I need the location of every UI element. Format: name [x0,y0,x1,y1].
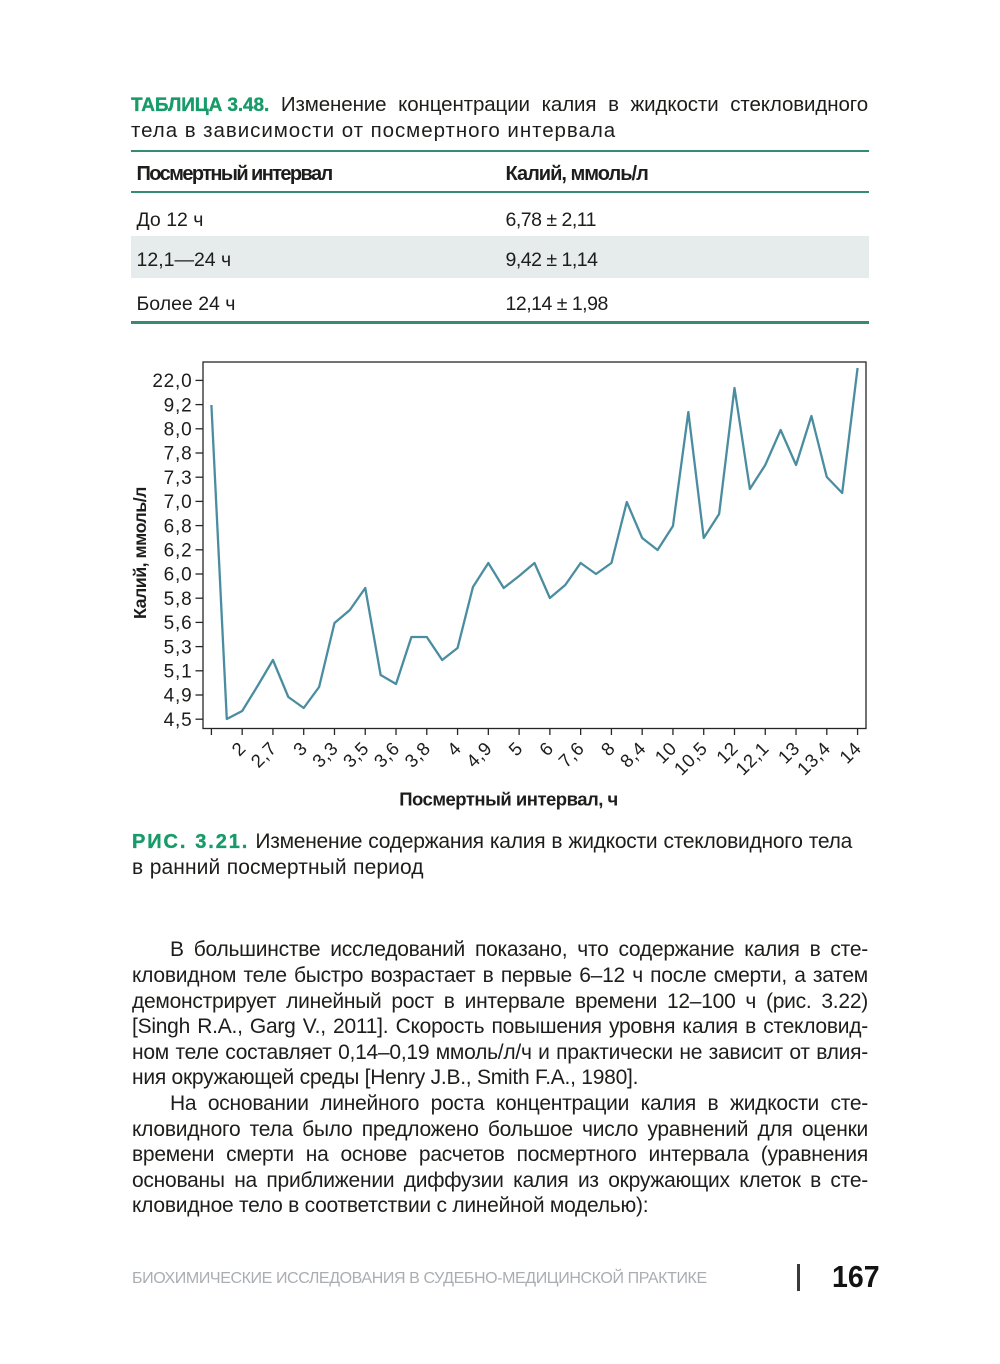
svg-text:4,5: 4,5 [164,710,193,731]
svg-text:4,9: 4,9 [164,686,193,707]
svg-text:7,0: 7,0 [164,492,193,513]
svg-text:7,3: 7,3 [164,468,193,489]
svg-text:8,0: 8,0 [164,420,193,441]
svg-text:13,4: 13,4 [793,737,835,779]
svg-text:5,3: 5,3 [164,637,193,658]
svg-text:5,6: 5,6 [164,613,193,634]
svg-text:7,8: 7,8 [164,444,193,465]
svg-text:6,8: 6,8 [164,516,193,537]
svg-text:10,5: 10,5 [670,737,712,779]
svg-text:Посмертный интервал, ч: Посмертный интервал, ч [399,788,618,809]
svg-text:8,4: 8,4 [616,737,650,771]
svg-text:22,0: 22,0 [152,371,192,392]
svg-text:4,9: 4,9 [462,737,496,771]
svg-text:6,2: 6,2 [164,541,193,562]
svg-text:12,1: 12,1 [731,737,773,779]
svg-text:2,7: 2,7 [246,737,280,771]
svg-text:5: 5 [504,737,526,759]
svg-text:5,1: 5,1 [164,662,193,683]
svg-text:6,0: 6,0 [164,565,193,586]
svg-text:5,8: 5,8 [164,589,193,610]
svg-text:3,3: 3,3 [308,737,342,771]
svg-text:7,6: 7,6 [554,737,588,771]
svg-text:3,5: 3,5 [339,737,373,771]
svg-text:14: 14 [835,737,865,767]
svg-text:9,2: 9,2 [164,395,193,416]
svg-text:Калий, ммоль/л: Калий, ммоль/л [130,487,150,619]
svg-text:3,6: 3,6 [370,737,404,771]
svg-text:3,8: 3,8 [400,737,434,771]
